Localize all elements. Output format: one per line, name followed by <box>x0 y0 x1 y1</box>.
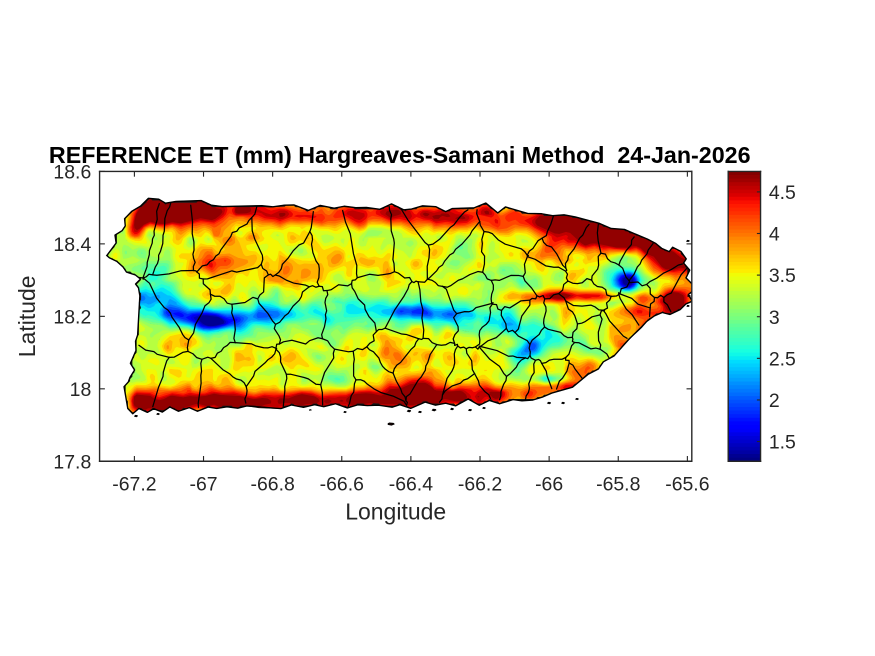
svg-text:2: 2 <box>769 390 780 412</box>
svg-text:-66.2: -66.2 <box>458 474 502 496</box>
svg-text:4.5: 4.5 <box>769 182 796 204</box>
svg-text:-66.8: -66.8 <box>250 474 294 496</box>
svg-text:3: 3 <box>769 307 780 329</box>
svg-text:-66.4: -66.4 <box>389 474 433 496</box>
svg-text:17.8: 17.8 <box>53 451 91 473</box>
svg-text:3.5: 3.5 <box>769 265 796 287</box>
svg-text:1.5: 1.5 <box>769 432 796 454</box>
svg-text:-67.2: -67.2 <box>112 474 156 496</box>
svg-text:-65.6: -65.6 <box>665 474 709 496</box>
svg-text:-66.6: -66.6 <box>320 474 364 496</box>
svg-text:18.2: 18.2 <box>53 306 91 328</box>
svg-text:-67: -67 <box>189 474 217 496</box>
svg-text:18: 18 <box>70 379 92 401</box>
svg-text:Latitude: Latitude <box>14 275 40 357</box>
svg-text:4: 4 <box>769 224 780 246</box>
svg-text:18.6: 18.6 <box>53 161 91 183</box>
svg-text:-65.8: -65.8 <box>596 474 640 496</box>
svg-text:REFERENCE ET (mm) Hargreaves-S: REFERENCE ET (mm) Hargreaves-Samani Meth… <box>49 142 751 168</box>
svg-text:18.4: 18.4 <box>53 234 91 256</box>
svg-text:Longitude: Longitude <box>345 499 446 525</box>
svg-text:2.5: 2.5 <box>769 348 796 370</box>
svg-text:-66: -66 <box>535 474 563 496</box>
